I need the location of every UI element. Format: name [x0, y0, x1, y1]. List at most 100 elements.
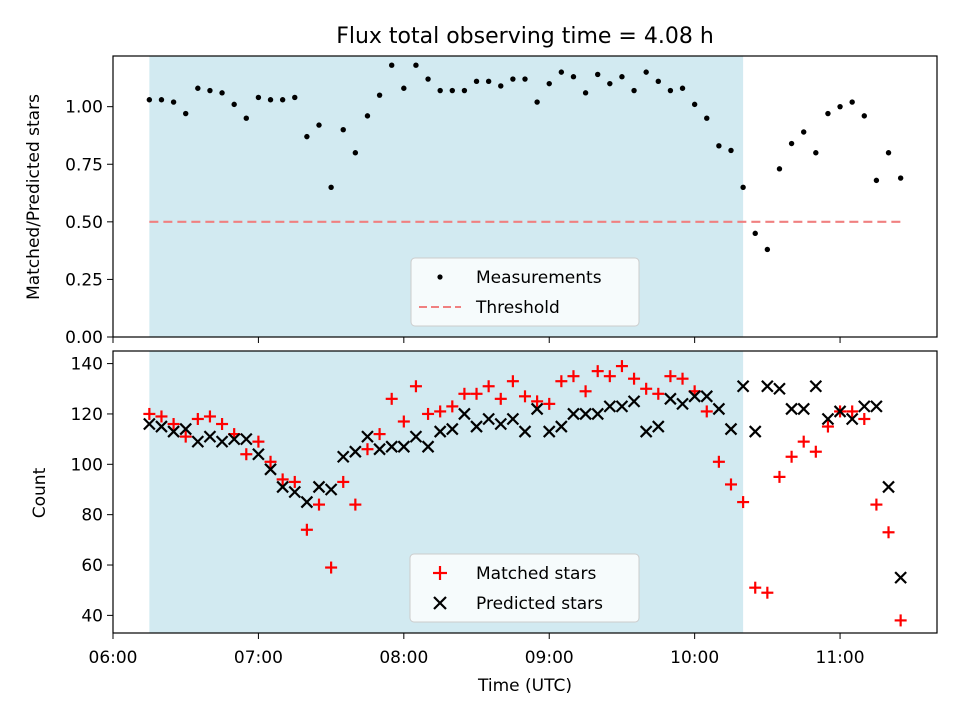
bottom-legend-box	[409, 553, 640, 623]
predicted-star-point	[385, 440, 398, 453]
predicted-star-point	[506, 412, 520, 426]
predicted-star-point	[785, 402, 798, 416]
bottom-y-tick-label: 60	[81, 556, 103, 576]
matched-star-point	[167, 418, 180, 431]
matched-star-point	[615, 360, 628, 373]
matched-star-point	[761, 586, 774, 599]
measurement-point	[740, 184, 746, 190]
bottom-legend: Matched stars Predicted stars	[409, 553, 640, 623]
top-legend-box	[410, 257, 640, 327]
predicted-star-point	[252, 447, 265, 461]
measurement-point	[837, 103, 843, 110]
measurement-point	[510, 76, 516, 82]
predicted-star-point	[470, 420, 483, 433]
predicted-star-point	[361, 430, 374, 443]
matched-star-point	[894, 614, 907, 627]
matched-star-point	[749, 581, 762, 594]
predicted-star-point	[264, 463, 277, 476]
measurement-point	[146, 97, 153, 103]
measurement-point	[279, 97, 286, 103]
matched-star-point	[240, 448, 253, 461]
measurement-point	[849, 99, 855, 105]
predicted-star-point	[373, 442, 386, 456]
measurement-point	[764, 246, 771, 253]
measurement-point	[255, 94, 262, 101]
predicted-star-point	[567, 407, 580, 421]
measurement-point	[595, 71, 601, 78]
matched-star-point	[361, 443, 374, 456]
matched-star-point	[531, 395, 544, 408]
measurement-point	[352, 150, 359, 156]
measurement-point	[413, 62, 419, 68]
bottom-y-tick-label: 80	[81, 506, 103, 526]
x-tick-label: 11:00	[816, 648, 865, 668]
measurement-point	[873, 177, 880, 184]
measurement-point	[328, 184, 334, 190]
predicted-star-point	[494, 417, 508, 431]
predicted-star-point	[761, 379, 774, 393]
predicted-star-point	[518, 425, 532, 438]
matched-star-point	[252, 435, 265, 448]
matched-star-point	[397, 415, 410, 428]
measurement-point	[861, 113, 867, 119]
predicted-star-point	[458, 407, 471, 421]
predicted-star-point	[227, 432, 241, 446]
matched-star-point	[567, 370, 580, 383]
predicted-star-point	[809, 379, 823, 393]
bottom-y-tick-label: 100	[71, 455, 103, 475]
matched-star-point	[422, 407, 435, 420]
predicted-star-point	[336, 450, 350, 464]
matched-star-point	[809, 445, 822, 458]
measurement-point	[316, 122, 322, 128]
predicted-star-point	[179, 422, 192, 436]
legend-threshold-label: Threshold	[475, 298, 560, 318]
matched-star-point	[676, 372, 689, 385]
measurement-point	[801, 129, 807, 135]
matched-star-point	[543, 397, 556, 410]
top-panel: 0.00 0.25 0.50 0.75 1.00 Matched/Predicted s…	[24, 55, 938, 348]
measurement-point	[231, 101, 237, 108]
measurement-point	[752, 230, 758, 237]
predicted-star-point	[542, 425, 556, 438]
measurement-point	[679, 85, 686, 91]
measurement-point	[292, 94, 298, 101]
top-y-tick-label: 0.25	[65, 270, 103, 290]
predicted-star-point	[300, 495, 314, 509]
matched-star-point	[264, 455, 277, 468]
predicted-star-point	[312, 480, 326, 494]
measurement-point	[522, 76, 528, 82]
bottom-y-axis-label: Count	[30, 467, 50, 518]
predicted-star-point	[191, 435, 205, 448]
measurement-point	[219, 90, 225, 96]
measurement-point	[461, 87, 468, 94]
matched-star-point	[337, 475, 350, 488]
top-y-axis-label: Matched/Predicted stars	[24, 94, 44, 300]
bottom-x-ticks: 06:00 07:00 08:00 09:00 10:00 11:00	[89, 633, 865, 668]
measurement-point	[401, 85, 407, 91]
matched-star-point	[325, 561, 338, 574]
matched-star-point	[640, 382, 653, 395]
matched-star-point	[519, 390, 531, 403]
legend-measurements-label: Measurements	[476, 268, 602, 288]
matched-star-point	[712, 455, 725, 468]
measurement-point	[728, 147, 734, 154]
measurement-point	[389, 62, 395, 68]
x-tick-label: 10:00	[670, 648, 719, 668]
predicted-star-point	[712, 402, 726, 416]
matched-star-point	[494, 392, 507, 405]
matched-star-point	[506, 375, 519, 388]
matched-star-point	[179, 430, 192, 443]
predicted-star-point	[409, 430, 423, 443]
predicted-star-point	[882, 480, 895, 494]
matched-star-point	[300, 523, 313, 536]
measurement-point	[619, 74, 625, 80]
predicted-star-point	[446, 422, 459, 436]
predicted-star-point	[482, 412, 495, 426]
top-plot-frame	[112, 55, 938, 338]
predicted-star-point	[736, 379, 750, 393]
predicted-star-point	[652, 420, 665, 433]
matched-star-point	[773, 470, 786, 483]
measurement-point	[813, 150, 819, 156]
matched-star-point	[737, 496, 750, 509]
